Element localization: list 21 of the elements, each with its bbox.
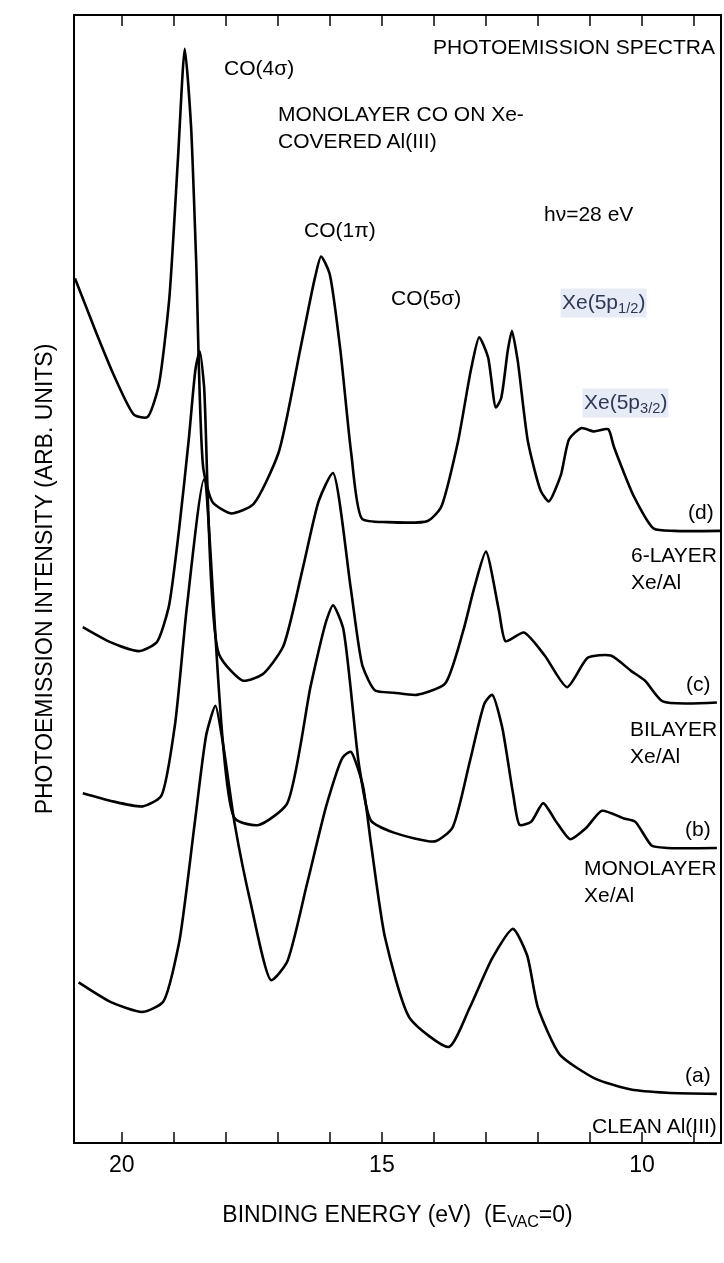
annotation: CO(5σ) (391, 286, 462, 309)
x-tick-label: 15 (369, 1150, 395, 1177)
series-label: (c) (686, 672, 711, 695)
text: MONOLAYER CO ON Xe- COVERED Al(III) (278, 102, 524, 153)
chart-title: PHOTOEMISSION SPECTRA (433, 35, 715, 58)
annotation: Xe(5p$_{1/2}$) (562, 290, 646, 317)
annotation: Xe(5p$_{3/2}$) (584, 390, 668, 417)
series-label: (a) (685, 1063, 711, 1086)
x-tick-label: 20 (109, 1150, 135, 1177)
y-axis-title: PHOTOEMISSION INTENSITY (ARB. UNITS) (30, 343, 57, 815)
annotation: MONOLAYER Xe/Al (584, 856, 717, 907)
annotation: hν=28 eV (544, 202, 634, 225)
annotation: BILAYER Xe/Al (630, 717, 718, 768)
series-label: (b) (685, 817, 711, 840)
x-axis-title: BINDING ENERGY (eV) (E$_{VAC}$=0) (222, 1200, 573, 1230)
annotation: CO(1π) (304, 218, 376, 241)
annotation: CLEAN Al(III) (592, 1114, 717, 1137)
annotation: CO(4σ) (224, 56, 295, 79)
series-label: (d) (688, 500, 714, 523)
annotation: 6-LAYER Xe/Al (631, 543, 717, 594)
x-tick-label: 10 (629, 1150, 655, 1177)
